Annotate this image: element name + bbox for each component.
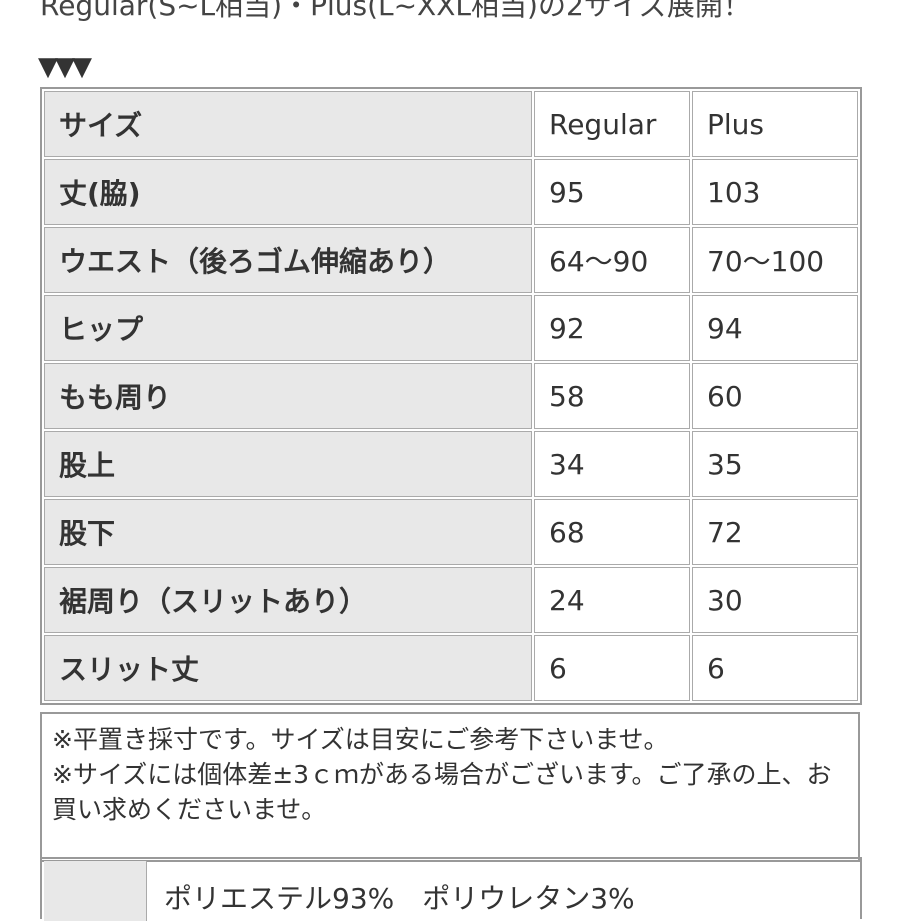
row-value: 70〜100 — [692, 227, 858, 293]
table-header-row: サイズ Regular Plus — [44, 91, 858, 157]
table-row: 股下 68 72 — [44, 499, 858, 565]
row-value: 34 — [534, 431, 690, 497]
table-row: 股上 34 35 — [44, 431, 858, 497]
row-value: 94 — [692, 295, 858, 361]
material-table: ポリエステル93% ポリウレタン3% — [40, 857, 862, 921]
row-value: 103 — [692, 159, 858, 225]
row-label: もも周り — [44, 363, 532, 429]
row-value: 58 — [534, 363, 690, 429]
material-label-cell — [44, 861, 147, 921]
row-value: 95 — [534, 159, 690, 225]
row-value: 6 — [534, 635, 690, 701]
marker-triangles: ▼▼▼ — [38, 52, 92, 82]
row-label: ウエスト（後ろゴム伸縮あり） — [44, 227, 532, 293]
row-label: 裾周り（スリットあり） — [44, 567, 532, 633]
row-value: 72 — [692, 499, 858, 565]
row-value: 35 — [692, 431, 858, 497]
row-label: 股上 — [44, 431, 532, 497]
row-value: 68 — [534, 499, 690, 565]
intro-text: Regular(S~L相当)・Plus(L~XXL相当)の2サイズ展開！ — [40, 0, 751, 22]
row-value: 64〜90 — [534, 227, 690, 293]
header-cell: Regular — [534, 91, 690, 157]
size-table: サイズ Regular Plus 丈(脇) 95 103 ウエスト（後ろゴム伸縮あり）… — [40, 87, 862, 705]
header-cell: サイズ — [44, 91, 532, 157]
row-value: 24 — [534, 567, 690, 633]
row-label: 丈(脇) — [44, 159, 532, 225]
table-row: 裾周り（スリットあり） 24 30 — [44, 567, 858, 633]
row-value: 92 — [534, 295, 690, 361]
row-value: 30 — [692, 567, 858, 633]
row-value: 60 — [692, 363, 858, 429]
note-line: ※サイズには個体差±3ｃｍがある場合がございます。ご了承の上、お買い求めください… — [52, 760, 832, 824]
row-label: ヒップ — [44, 295, 532, 361]
table-row: ウエスト（後ろゴム伸縮あり） 64〜90 70〜100 — [44, 227, 858, 293]
notes-box: ※平置き採寸です。サイズは目安にご参考下さいませ。 ※サイズには個体差±3ｃｍが… — [40, 712, 860, 862]
row-label: スリット丈 — [44, 635, 532, 701]
table-row: もも周り 58 60 — [44, 363, 858, 429]
material-value: ポリエステル93% ポリウレタン3% — [164, 882, 635, 915]
table-row: スリット丈 6 6 — [44, 635, 858, 701]
table-row: ヒップ 92 94 — [44, 295, 858, 361]
table-row: 丈(脇) 95 103 — [44, 159, 858, 225]
row-value: 6 — [692, 635, 858, 701]
header-cell: Plus — [692, 91, 858, 157]
row-label: 股下 — [44, 499, 532, 565]
note-line: ※平置き採寸です。サイズは目安にご参考下さいませ。 — [52, 725, 669, 754]
